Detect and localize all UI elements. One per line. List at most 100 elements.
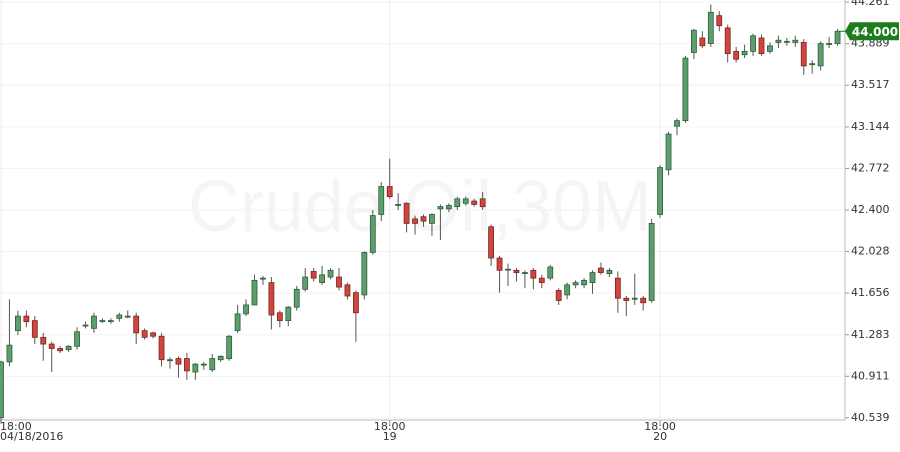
x-tick-sublabel: 19 xyxy=(383,430,397,443)
candle-body xyxy=(99,320,106,322)
candle-body xyxy=(834,30,841,44)
candle-body xyxy=(530,269,537,279)
y-tick-label: 43.144 xyxy=(851,120,890,133)
candle-body xyxy=(48,343,55,349)
candle-body xyxy=(707,11,714,44)
y-tick-label: 42.772 xyxy=(851,161,890,174)
candle-body xyxy=(817,43,824,67)
last-price-tag xyxy=(845,22,899,41)
candle-body xyxy=(23,315,30,323)
candle-body xyxy=(124,315,131,318)
candle-body xyxy=(243,304,249,315)
x-tick-sublabel: 20 xyxy=(653,430,667,443)
candle-body xyxy=(107,320,114,322)
candle-body xyxy=(344,284,351,297)
candle-body xyxy=(285,306,292,321)
candle-body xyxy=(268,282,275,316)
candle-body xyxy=(133,315,140,334)
candle-body xyxy=(488,226,495,259)
y-tick-label: 43.517 xyxy=(851,78,890,91)
candle-body xyxy=(150,332,157,337)
candle-body xyxy=(276,312,283,321)
candle-body xyxy=(775,39,782,43)
candle-body xyxy=(538,277,545,284)
y-tick-label: 44.261 xyxy=(851,0,890,8)
candle-body xyxy=(116,314,123,319)
candle-body xyxy=(167,359,173,362)
candle-body xyxy=(310,271,317,279)
candle-body xyxy=(547,266,554,279)
candle-body xyxy=(251,279,258,306)
x-tick-sublabel: 04/18/2016 xyxy=(0,430,63,443)
candle-body xyxy=(217,355,224,361)
x-tick-label: 18:00 xyxy=(374,420,406,433)
x-tick-label: 18:00 xyxy=(0,420,32,433)
candle-body xyxy=(412,218,418,224)
candle-body xyxy=(14,315,21,332)
y-tick-label: 40.539 xyxy=(851,411,890,424)
candle-body xyxy=(141,330,148,338)
candle-body xyxy=(260,277,266,280)
candle-body xyxy=(403,202,410,224)
candle-body xyxy=(826,43,832,45)
candle-body xyxy=(65,345,72,351)
candle-body xyxy=(631,297,638,300)
candle-body xyxy=(369,215,376,253)
y-tick-label: 40.911 xyxy=(851,369,890,382)
candle-body xyxy=(750,35,756,52)
candle-body xyxy=(82,324,89,327)
candle-body xyxy=(336,276,342,288)
candle-body xyxy=(200,363,207,366)
candle-body xyxy=(234,313,241,332)
y-tick-label: 41.283 xyxy=(851,328,890,341)
candle-body xyxy=(665,133,672,171)
candle-body xyxy=(572,282,579,286)
candle-body xyxy=(682,57,689,122)
candle-body xyxy=(674,120,680,127)
candle-body xyxy=(175,358,182,365)
candle-body xyxy=(6,344,13,363)
candle-body xyxy=(614,277,621,299)
candle-body xyxy=(724,27,731,55)
candle-body xyxy=(437,206,444,210)
candle-body xyxy=(792,39,799,43)
candle-body xyxy=(462,198,469,204)
candle-body xyxy=(378,186,385,215)
candle-body xyxy=(209,358,216,371)
candle-body xyxy=(0,361,4,419)
candle-body xyxy=(733,50,740,60)
candle-body xyxy=(496,257,503,271)
candle-body xyxy=(74,331,80,347)
candle-body xyxy=(513,269,520,273)
candle-body xyxy=(522,272,528,274)
y-tick-label: 41.656 xyxy=(851,286,890,299)
candle-body xyxy=(327,269,334,278)
candle-body xyxy=(758,37,765,55)
candle-body xyxy=(640,297,647,304)
candle-body xyxy=(420,216,427,222)
candle-body xyxy=(91,315,97,329)
candle-body xyxy=(741,50,748,56)
candle-body xyxy=(606,269,613,275)
candle-body xyxy=(57,348,64,352)
x-tick-label: 18:00 xyxy=(644,420,676,433)
candle-body xyxy=(361,252,368,296)
candle-body xyxy=(183,358,190,372)
watermark-title: Crude Oil,30M xyxy=(188,167,652,247)
candle-body xyxy=(454,198,461,208)
candle-body xyxy=(699,37,706,47)
candle-body xyxy=(623,297,630,301)
candle-body xyxy=(564,284,571,296)
candle-body xyxy=(386,186,393,197)
candle-body xyxy=(352,292,359,314)
candle-body xyxy=(691,29,697,53)
candle-body xyxy=(445,205,452,210)
last-price-label: 44.000 xyxy=(852,25,898,39)
candle-body xyxy=(657,167,663,215)
candle-body xyxy=(302,276,309,290)
candle-body xyxy=(555,290,562,301)
candle-body xyxy=(800,42,807,67)
candle-body xyxy=(293,288,300,308)
